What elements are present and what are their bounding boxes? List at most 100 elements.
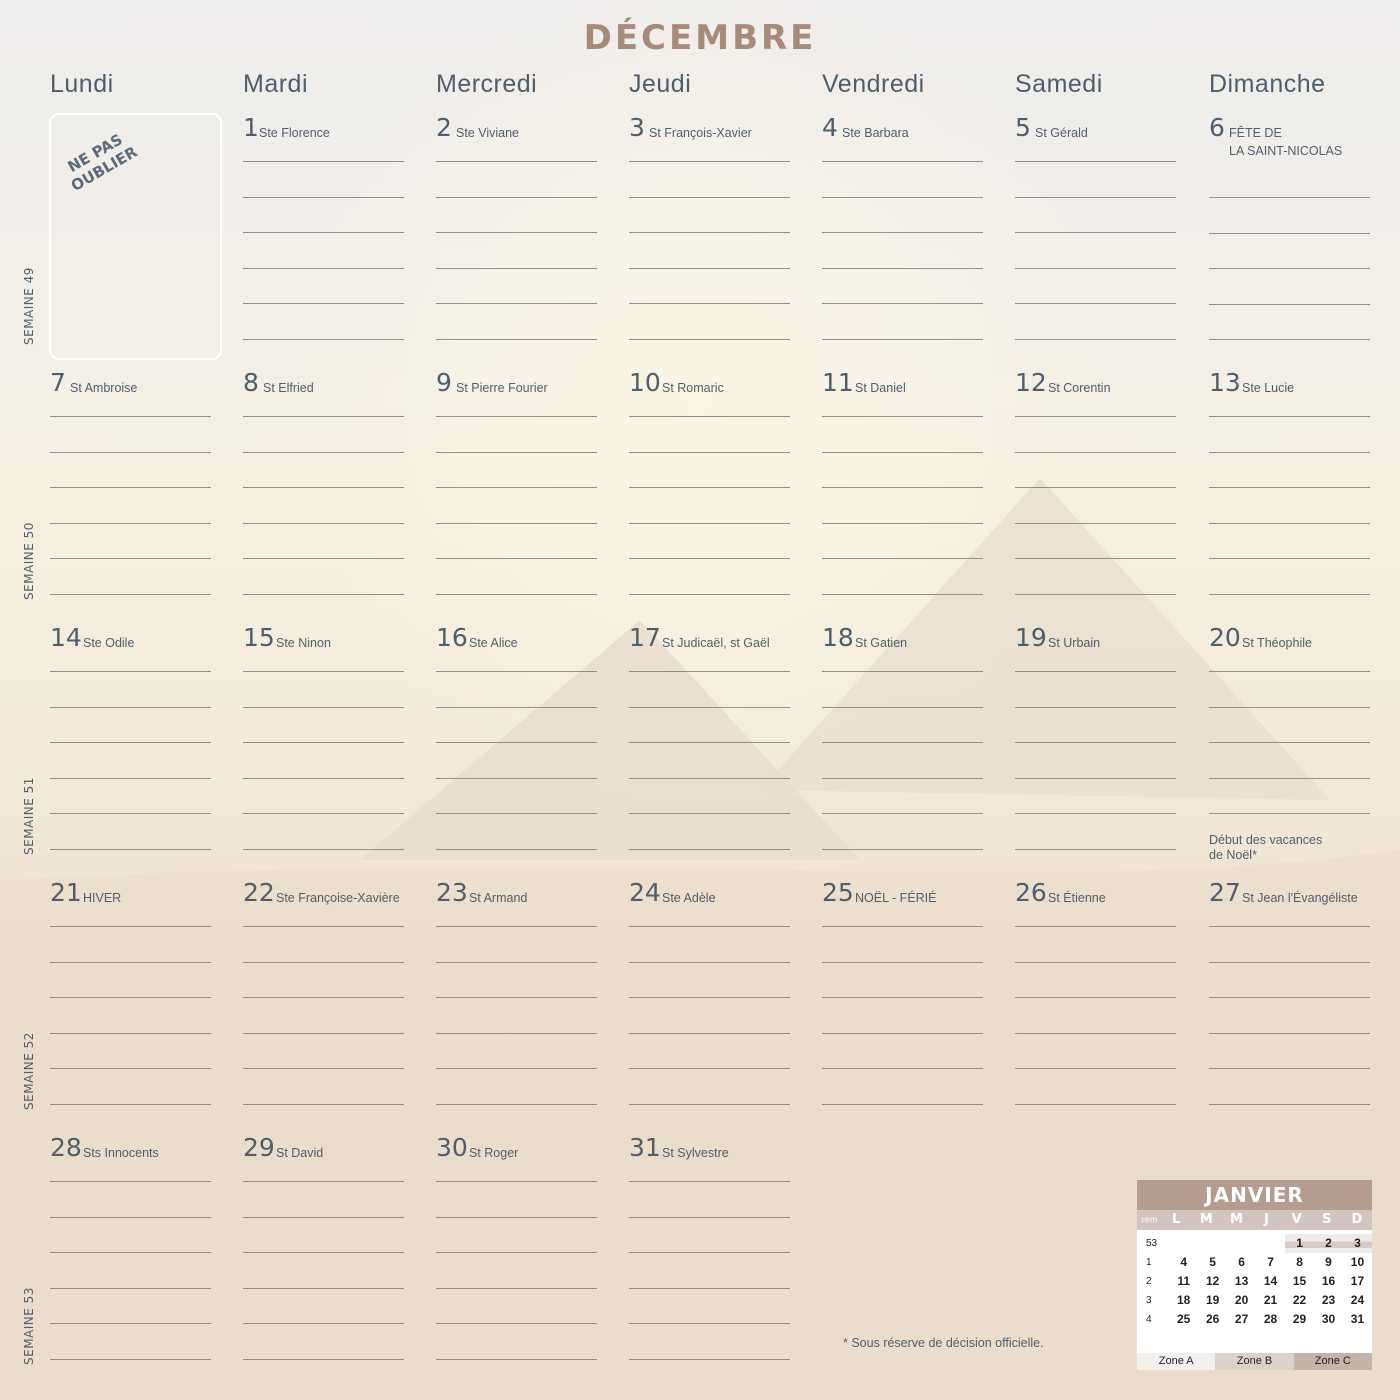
write-line <box>243 1287 404 1289</box>
zone-1: Zone B <box>1215 1353 1294 1370</box>
day-cell[interactable]: 17 St Judicaël, st Gaël <box>629 623 790 878</box>
mini-day[interactable]: 15 <box>1292 1274 1307 1288</box>
mini-day[interactable]: 20 <box>1234 1293 1249 1307</box>
day-cell[interactable]: 20 St Théophile Début des vacances de Noël… <box>1209 623 1370 878</box>
day-number: 5 <box>1015 113 1031 142</box>
day-cell[interactable]: 9 St Pierre Fourier <box>436 368 597 623</box>
day-cell[interactable]: 30 St Roger <box>436 1133 597 1388</box>
day-cell[interactable]: 1 Ste Florence <box>243 113 404 368</box>
mini-day[interactable]: 28 <box>1263 1312 1278 1326</box>
mini-day[interactable]: 8 <box>1296 1255 1303 1269</box>
write-line <box>1015 161 1176 162</box>
saint-name: St Roger <box>469 1146 519 1160</box>
mini-week-row: 1 4 5 6 7 8 9 10 <box>1137 1253 1372 1272</box>
write-line <box>822 267 983 269</box>
mini-day[interactable]: 29 <box>1292 1312 1307 1326</box>
day-number: 12 <box>1015 368 1047 397</box>
mini-day[interactable]: 5 <box>1209 1255 1216 1269</box>
day-cell[interactable]: 13 Ste Lucie <box>1209 368 1370 623</box>
week-label: SEMAINE 52 <box>22 1032 36 1110</box>
day-cell[interactable]: 22 Ste Françoise-Xavière <box>243 878 404 1133</box>
memo-box[interactable]: NE PAS OUBLIER <box>49 113 222 360</box>
mini-day[interactable]: 24 <box>1350 1293 1365 1307</box>
day-cell[interactable]: 26 St Étienne <box>1015 878 1176 1133</box>
write-line <box>822 451 983 453</box>
mini-day[interactable]: 18 <box>1176 1293 1191 1307</box>
day-cell[interactable]: 29 St David <box>243 1133 404 1388</box>
mini-day[interactable]: 10 <box>1350 1255 1365 1269</box>
day-name-1: Mardi <box>243 70 309 98</box>
mini-day[interactable]: 22 <box>1292 1293 1307 1307</box>
write-line <box>822 558 983 560</box>
write-line <box>243 416 404 417</box>
mini-day[interactable]: 2 <box>1314 1234 1343 1253</box>
day-cell[interactable]: 2 Ste Viviane <box>436 113 597 368</box>
day-cell[interactable]: 3 St François-Xavier <box>629 113 790 368</box>
write-line <box>1209 522 1370 524</box>
day-cell[interactable]: 24 Ste Adèle <box>629 878 790 1133</box>
day-cell[interactable]: 19 St Urbain <box>1015 623 1176 878</box>
mini-day[interactable]: 23 <box>1321 1293 1336 1307</box>
day-cell[interactable]: 6 FÊTE DE LA SAINT-NICOLAS <box>1209 113 1370 368</box>
day-cell[interactable]: 23 St Armand <box>436 878 597 1133</box>
day-cell[interactable]: 16 Ste Alice <box>436 623 597 878</box>
mini-day[interactable]: 4 <box>1180 1255 1187 1269</box>
day-cell[interactable]: 27 St Jean l'Évangéliste <box>1209 878 1370 1133</box>
saint-name: St Pierre Fourier <box>456 381 548 395</box>
write-line <box>436 451 597 453</box>
memo-label: NE PAS OUBLIER <box>64 130 141 195</box>
day-cell[interactable]: 25 NOËL - FÉRIÉ <box>822 878 983 1133</box>
day-cell[interactable]: 18 St Gatien <box>822 623 983 878</box>
mini-day[interactable]: 11 <box>1177 1274 1190 1288</box>
saint-name: Ste Viviane <box>456 126 520 140</box>
mini-day[interactable]: 3 <box>1342 1234 1372 1253</box>
mini-day[interactable]: 6 <box>1238 1255 1245 1269</box>
mini-day[interactable]: 25 <box>1176 1312 1191 1326</box>
saint-name: St Elfried <box>263 381 314 395</box>
mini-day[interactable]: 30 <box>1321 1312 1336 1326</box>
write-line <box>436 813 597 815</box>
write-line <box>1015 1032 1176 1034</box>
mini-day[interactable]: 16 <box>1321 1274 1336 1288</box>
write-line <box>822 777 983 779</box>
mini-day[interactable]: 21 <box>1263 1293 1278 1307</box>
day-cell[interactable]: 28 Sts Innocents <box>50 1133 211 1388</box>
day-cell[interactable]: 8 St Elfried <box>243 368 404 623</box>
day-cell[interactable]: 12 St Corentin <box>1015 368 1176 623</box>
day-cell[interactable]: 11 St Daniel <box>822 368 983 623</box>
day-cell[interactable]: 7 St Ambroise <box>50 368 211 623</box>
write-line <box>243 813 404 815</box>
write-line <box>243 926 404 927</box>
write-line <box>436 671 597 672</box>
day-cell[interactable]: 21 HIVER <box>50 878 211 1133</box>
mini-day[interactable]: 19 <box>1205 1293 1220 1307</box>
day-cell[interactable]: 14 Ste Odile <box>50 623 211 878</box>
mini-day[interactable]: 7 <box>1267 1255 1274 1269</box>
write-line <box>50 813 211 815</box>
day-cell[interactable]: 31 St Sylvestre <box>629 1133 790 1388</box>
day-cell[interactable]: 4 Ste Barbara <box>822 113 983 368</box>
mini-day[interactable]: 1 <box>1285 1234 1315 1253</box>
day-cell[interactable]: 15 Ste Ninon <box>243 623 404 878</box>
day-cell[interactable]: 5 St Gérald <box>1015 113 1176 368</box>
write-line <box>1209 268 1370 270</box>
mini-day[interactable]: 14 <box>1263 1274 1278 1288</box>
mini-day[interactable]: 9 <box>1325 1255 1332 1269</box>
write-line <box>436 267 597 269</box>
mini-day[interactable]: 26 <box>1205 1312 1220 1326</box>
write-line <box>629 777 790 779</box>
write-line <box>436 849 597 850</box>
mini-day[interactable]: 17 <box>1350 1274 1365 1288</box>
mini-day[interactable]: 12 <box>1205 1274 1220 1288</box>
saint-name: St Romaric <box>662 381 724 395</box>
write-line <box>243 487 404 489</box>
write-line <box>822 849 983 850</box>
day-number: 26 <box>1015 878 1047 907</box>
mini-day[interactable]: 13 <box>1234 1274 1249 1288</box>
write-line <box>1015 232 1176 234</box>
write-line <box>1209 232 1370 234</box>
day-cell[interactable]: 10 St Romaric <box>629 368 790 623</box>
mini-day[interactable]: 31 <box>1350 1312 1365 1326</box>
write-line <box>1209 961 1370 963</box>
mini-day[interactable]: 27 <box>1234 1312 1249 1326</box>
